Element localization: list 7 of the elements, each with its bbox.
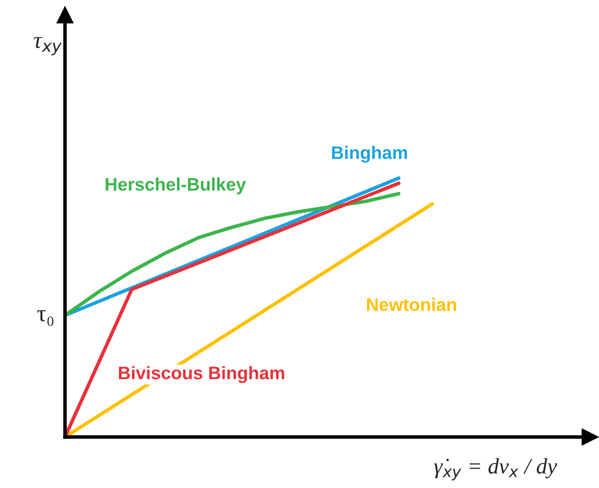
text: Newtonian <box>367 298 456 312</box>
series-label: Bingham <box>332 146 407 163</box>
series-label: Herschel-Bulkey <box>106 177 246 194</box>
series-label: Biviscous Bingham <box>118 366 284 383</box>
x-axis-title: γ̇$_{xy}$ = dv$_{x}$ / dy <box>434 458 558 480</box>
text: τ$_{xy}$ <box>34 37 62 56</box>
annotation: τ₀ <box>37 310 54 326</box>
